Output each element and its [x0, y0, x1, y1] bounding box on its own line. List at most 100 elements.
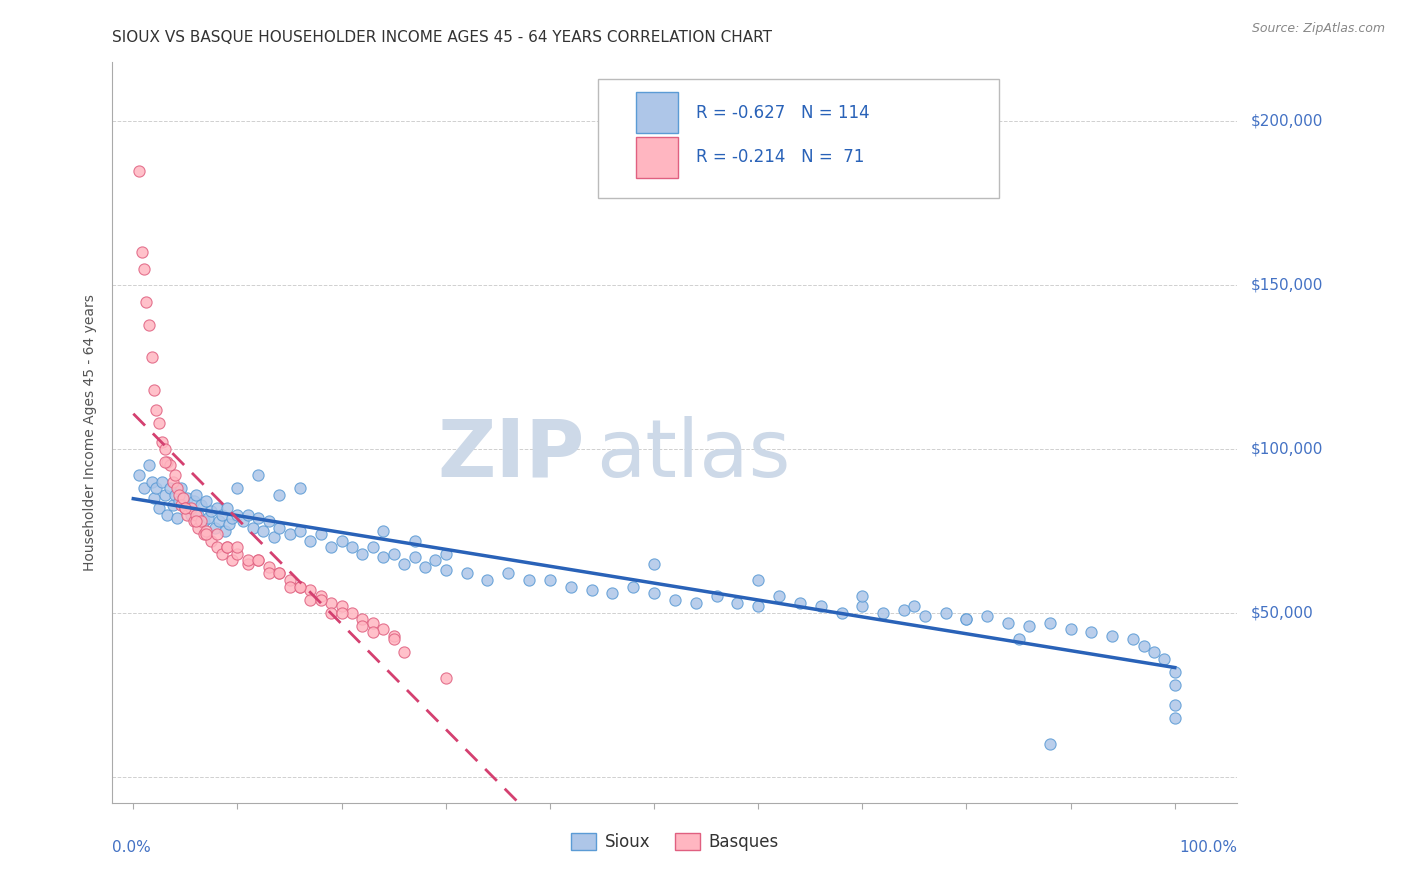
- Point: [247, 553, 270, 567]
- Point: [180, 508, 202, 522]
- Point: [215, 541, 238, 555]
- Point: [187, 508, 209, 522]
- Point: [247, 553, 270, 567]
- Point: [242, 521, 264, 535]
- Point: [193, 527, 215, 541]
- Point: [162, 498, 184, 512]
- Point: [382, 547, 405, 561]
- Text: 0.0%: 0.0%: [112, 840, 152, 855]
- Point: [1153, 651, 1175, 665]
- Point: [340, 541, 363, 555]
- Point: [180, 500, 202, 515]
- Point: [184, 508, 207, 522]
- Point: [166, 510, 188, 524]
- Point: [330, 606, 353, 620]
- Point: [456, 566, 478, 581]
- Point: [200, 533, 222, 548]
- Point: [413, 560, 436, 574]
- Point: [517, 573, 540, 587]
- Point: [252, 524, 274, 538]
- Point: [211, 547, 233, 561]
- Point: [1164, 711, 1187, 725]
- Point: [226, 508, 249, 522]
- Point: [193, 514, 215, 528]
- Point: [361, 625, 384, 640]
- Point: [257, 560, 280, 574]
- Point: [269, 488, 291, 502]
- Text: ZIP: ZIP: [437, 416, 585, 494]
- Point: [288, 580, 311, 594]
- Point: [159, 481, 181, 495]
- Point: [330, 599, 353, 614]
- Point: [172, 491, 194, 505]
- Text: $150,000: $150,000: [1251, 277, 1323, 293]
- Text: Source: ZipAtlas.com: Source: ZipAtlas.com: [1251, 22, 1385, 36]
- Point: [382, 629, 405, 643]
- Legend: Sioux, Basques: Sioux, Basques: [564, 826, 786, 857]
- Point: [997, 615, 1019, 630]
- Point: [269, 566, 291, 581]
- Point: [278, 527, 301, 541]
- Point: [851, 599, 873, 614]
- Point: [205, 541, 228, 555]
- Point: [955, 612, 977, 626]
- Point: [170, 481, 193, 495]
- Point: [166, 481, 188, 495]
- Point: [643, 557, 665, 571]
- Point: [156, 455, 179, 469]
- Point: [208, 514, 231, 528]
- Point: [706, 590, 728, 604]
- Point: [1059, 622, 1081, 636]
- Point: [138, 318, 160, 332]
- Point: [145, 402, 167, 417]
- Point: [361, 615, 384, 630]
- Point: [373, 622, 395, 636]
- Point: [851, 590, 873, 604]
- Point: [747, 599, 769, 614]
- Point: [269, 566, 291, 581]
- Point: [152, 435, 174, 450]
- Point: [226, 481, 249, 495]
- Point: [768, 590, 790, 604]
- Point: [215, 500, 238, 515]
- Point: [152, 475, 174, 489]
- Point: [190, 514, 212, 528]
- FancyBboxPatch shape: [636, 136, 678, 178]
- Point: [404, 550, 426, 565]
- Point: [257, 566, 280, 581]
- Point: [1039, 737, 1062, 751]
- Point: [138, 458, 160, 473]
- Point: [747, 573, 769, 587]
- Point: [1101, 629, 1123, 643]
- Point: [309, 590, 332, 604]
- Point: [1080, 625, 1102, 640]
- Point: [935, 606, 957, 620]
- Point: [299, 582, 322, 597]
- Text: R = -0.214   N =  71: R = -0.214 N = 71: [696, 148, 865, 166]
- Point: [685, 596, 707, 610]
- Point: [725, 596, 748, 610]
- Point: [197, 510, 219, 524]
- Point: [352, 547, 374, 561]
- Text: atlas: atlas: [596, 416, 790, 494]
- Point: [195, 494, 218, 508]
- Point: [211, 508, 233, 522]
- Point: [392, 645, 415, 659]
- Point: [914, 609, 936, 624]
- Point: [162, 475, 184, 489]
- Point: [340, 606, 363, 620]
- Point: [214, 524, 236, 538]
- Text: $50,000: $50,000: [1251, 606, 1315, 620]
- Text: 100.0%: 100.0%: [1180, 840, 1237, 855]
- Point: [382, 632, 405, 646]
- Point: [184, 514, 207, 528]
- Point: [183, 514, 205, 528]
- Point: [560, 580, 582, 594]
- Point: [163, 488, 186, 502]
- Point: [195, 524, 218, 538]
- Text: R = -0.627   N = 114: R = -0.627 N = 114: [696, 103, 870, 122]
- Point: [330, 533, 353, 548]
- Point: [373, 524, 395, 538]
- Point: [236, 508, 259, 522]
- Point: [496, 566, 519, 581]
